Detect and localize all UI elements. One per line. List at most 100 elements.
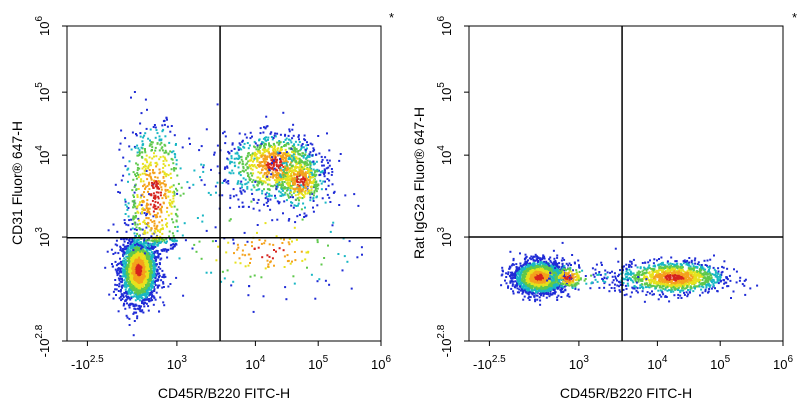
event-dot bbox=[134, 264, 137, 266]
y-tick-label: -102.8 bbox=[34, 324, 52, 357]
event-dot bbox=[136, 268, 139, 271]
event-dot bbox=[153, 266, 156, 269]
event-dot bbox=[231, 169, 234, 172]
event-dot bbox=[130, 297, 133, 300]
event-dot bbox=[172, 162, 175, 165]
event-dot bbox=[158, 231, 161, 234]
event-dot bbox=[128, 260, 131, 263]
event-dot bbox=[227, 180, 230, 182]
event-dot bbox=[223, 130, 226, 133]
event-dot bbox=[154, 205, 157, 208]
event-dot bbox=[256, 231, 258, 234]
event-dot bbox=[309, 171, 312, 174]
event-dot bbox=[592, 273, 595, 276]
event-dot bbox=[216, 165, 219, 168]
event-dot bbox=[143, 292, 146, 295]
event-dot bbox=[265, 115, 268, 118]
event-dot bbox=[297, 134, 300, 137]
event-dot bbox=[282, 174, 285, 176]
event-dot bbox=[270, 184, 273, 187]
event-dot bbox=[137, 211, 140, 214]
event-dot bbox=[256, 201, 259, 204]
event-dot bbox=[133, 205, 136, 208]
event-dot bbox=[157, 255, 160, 258]
event-dot bbox=[141, 280, 143, 283]
event-dot bbox=[116, 269, 119, 272]
event-dot bbox=[323, 168, 326, 171]
event-dot bbox=[152, 259, 155, 262]
event-dot bbox=[280, 187, 283, 189]
event-dot bbox=[288, 171, 291, 174]
event-dot bbox=[264, 148, 267, 151]
event-dot bbox=[114, 243, 117, 246]
event-dot bbox=[230, 157, 233, 160]
event-dot bbox=[144, 173, 147, 176]
event-dot bbox=[235, 194, 238, 197]
event-dot bbox=[131, 243, 133, 246]
event-dot bbox=[136, 240, 138, 243]
event-dot bbox=[167, 190, 170, 193]
event-dot bbox=[254, 153, 257, 156]
event-dot bbox=[260, 171, 263, 174]
event-dot bbox=[213, 153, 216, 156]
event-dot bbox=[200, 163, 203, 166]
event-dot bbox=[167, 153, 170, 156]
event-dot bbox=[162, 155, 165, 158]
event-dot bbox=[126, 252, 129, 254]
event-dot bbox=[202, 170, 205, 173]
event-dot bbox=[317, 135, 320, 137]
event-dot bbox=[302, 156, 305, 159]
event-dot bbox=[321, 158, 324, 161]
event-dot bbox=[140, 146, 143, 149]
event-dot bbox=[302, 152, 304, 155]
event-dot bbox=[126, 264, 128, 267]
event-dot bbox=[152, 264, 155, 267]
event-dot bbox=[160, 182, 163, 185]
event-dot bbox=[262, 174, 265, 177]
event-dot bbox=[251, 181, 254, 183]
event-dot bbox=[268, 152, 271, 155]
event-dot bbox=[118, 279, 121, 282]
event-dot bbox=[131, 266, 134, 269]
event-dot bbox=[145, 261, 148, 264]
event-dot bbox=[318, 152, 321, 155]
event-dot bbox=[283, 170, 285, 173]
event-dot bbox=[164, 149, 167, 152]
event-dot bbox=[266, 170, 269, 173]
event-dot bbox=[269, 176, 272, 179]
event-dot bbox=[281, 164, 283, 167]
event-dot bbox=[148, 144, 151, 147]
event-dot bbox=[297, 189, 300, 192]
event-dot bbox=[163, 304, 166, 307]
event-dot bbox=[274, 151, 277, 154]
event-dot bbox=[125, 255, 128, 258]
event-dot bbox=[161, 269, 164, 272]
event-dot bbox=[289, 177, 292, 180]
y-tick-label: 103 bbox=[34, 227, 52, 247]
event-dot bbox=[146, 287, 149, 290]
event-dot bbox=[242, 189, 245, 192]
event-dot bbox=[252, 160, 254, 163]
event-dot bbox=[306, 171, 309, 173]
event-dot bbox=[144, 278, 147, 281]
event-dot bbox=[274, 173, 277, 176]
event-dot bbox=[253, 247, 256, 250]
event-dot bbox=[147, 166, 150, 169]
event-dot bbox=[267, 166, 270, 169]
event-dot bbox=[266, 158, 268, 161]
event-dot bbox=[130, 291, 132, 294]
event-dot bbox=[145, 283, 147, 286]
event-dot bbox=[161, 219, 163, 222]
event-dot bbox=[153, 250, 156, 253]
event-dot bbox=[265, 163, 268, 166]
event-dot bbox=[300, 145, 303, 148]
event-dot bbox=[275, 185, 278, 188]
event-dot bbox=[284, 175, 287, 178]
event-dot bbox=[258, 209, 261, 212]
event-dot bbox=[249, 257, 252, 260]
event-dot bbox=[124, 283, 127, 286]
event-dot bbox=[251, 168, 254, 171]
event-dot bbox=[132, 312, 135, 315]
event-dot bbox=[239, 148, 241, 150]
plot-frame bbox=[468, 25, 784, 342]
